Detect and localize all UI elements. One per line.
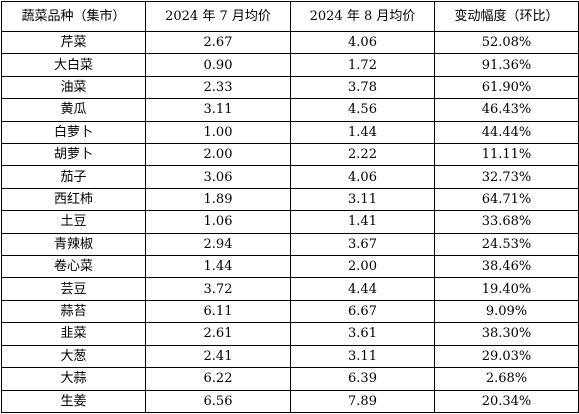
cell-july-price: 2.61: [145, 322, 291, 346]
table-row: 韭菜 2.61 3.61 38.30%: [1, 322, 579, 346]
cell-august-price: 4.06: [290, 30, 435, 55]
cell-august-price: 1.72: [290, 53, 435, 77]
table-row: 芹菜 2.67 4.06 52.08%: [1, 30, 579, 55]
cell-august-price: 2.22: [290, 143, 435, 167]
table-row: 生姜 6.56 7.89 20.34%: [1, 389, 579, 413]
cell-vegetable-name: 茄子: [1, 165, 146, 189]
cell-july-price: 1.44: [145, 255, 291, 279]
cell-change-rate: 64.71%: [434, 187, 579, 212]
cell-vegetable-name: 芹菜: [1, 30, 146, 55]
cell-vegetable-name: 韭菜: [1, 322, 146, 346]
table-row: 大葱 2.41 3.11 29.03%: [1, 344, 579, 369]
table-row: 大白菜 0.90 1.72 91.36%: [1, 53, 579, 77]
cell-july-price: 2.00: [145, 143, 291, 167]
cell-july-price: 1.00: [145, 120, 291, 145]
cell-change-rate: 20.34%: [434, 389, 579, 413]
cell-july-price: 2.94: [145, 232, 291, 257]
cell-august-price: 3.67: [290, 232, 435, 257]
cell-vegetable-name: 大葱: [1, 344, 146, 369]
cell-july-price: 6.22: [145, 367, 291, 391]
table-row: 卷心菜 1.44 2.00 38.46%: [1, 255, 579, 279]
table-header-row: 蔬菜品种（集市） 2024 年 7 月均价 2024 年 8 月均价 变动幅度（…: [1, 1, 579, 32]
cell-july-price: 3.06: [145, 165, 291, 189]
cell-july-price: 2.33: [145, 75, 291, 100]
cell-july-price: 6.56: [145, 389, 291, 413]
cell-vegetable-name: 大蒜: [1, 367, 146, 391]
cell-july-price: 6.11: [145, 299, 291, 324]
table-row: 大蒜 6.22 6.39 2.68%: [1, 367, 579, 391]
table-row: 胡萝卜 2.00 2.22 11.11%: [1, 143, 579, 167]
cell-july-price: 0.90: [145, 53, 291, 77]
table-row: 西红柿 1.89 3.11 64.71%: [1, 187, 579, 212]
cell-change-rate: 52.08%: [434, 30, 579, 55]
table-row: 油菜 2.33 3.78 61.90%: [1, 75, 579, 100]
cell-august-price: 4.56: [290, 98, 435, 122]
cell-change-rate: 11.11%: [434, 143, 579, 167]
cell-august-price: 3.11: [290, 187, 435, 212]
cell-august-price: 3.78: [290, 75, 435, 100]
cell-change-rate: 9.09%: [434, 299, 579, 324]
cell-change-rate: 29.03%: [434, 344, 579, 369]
cell-change-rate: 61.90%: [434, 75, 579, 100]
table-row: 黄瓜 3.11 4.56 46.43%: [1, 98, 579, 122]
cell-vegetable-name: 土豆: [1, 210, 146, 234]
cell-vegetable-name: 胡萝卜: [1, 143, 146, 167]
cell-vegetable-name: 蒜苔: [1, 299, 146, 324]
cell-change-rate: 91.36%: [434, 53, 579, 77]
table-row: 茄子 3.06 4.06 32.73%: [1, 165, 579, 189]
cell-change-rate: 32.73%: [434, 165, 579, 189]
cell-vegetable-name: 西红柿: [1, 187, 146, 212]
cell-change-rate: 38.46%: [434, 255, 579, 279]
cell-july-price: 1.89: [145, 187, 291, 212]
cell-change-rate: 46.43%: [434, 98, 579, 122]
cell-august-price: 1.41: [290, 210, 435, 234]
cell-vegetable-name: 芸豆: [1, 277, 146, 301]
cell-vegetable-name: 油菜: [1, 75, 146, 100]
cell-august-price: 7.89: [290, 389, 435, 413]
table-body: 芹菜 2.67 4.06 52.08% 大白菜 0.90 1.72 91.36% 油菜 2.33 3…: [1, 30, 579, 413]
header-vegetable-variety: 蔬菜品种（集市）: [1, 1, 146, 32]
cell-august-price: 1.44: [290, 120, 435, 145]
cell-change-rate: 33.68%: [434, 210, 579, 234]
table-row: 芸豆 3.72 4.44 19.40%: [1, 277, 579, 301]
cell-vegetable-name: 白萝卜: [1, 120, 146, 145]
cell-vegetable-name: 生姜: [1, 389, 146, 413]
cell-august-price: 6.67: [290, 299, 435, 324]
cell-change-rate: 2.68%: [434, 367, 579, 391]
cell-august-price: 3.11: [290, 344, 435, 369]
cell-august-price: 2.00: [290, 255, 435, 279]
cell-august-price: 4.44: [290, 277, 435, 301]
cell-vegetable-name: 青辣椒: [1, 232, 146, 257]
cell-august-price: 6.39: [290, 367, 435, 391]
cell-change-rate: 44.44%: [434, 120, 579, 145]
cell-july-price: 1.06: [145, 210, 291, 234]
header-july-avg-price: 2024 年 7 月均价: [145, 1, 291, 32]
cell-vegetable-name: 卷心菜: [1, 255, 146, 279]
cell-july-price: 3.72: [145, 277, 291, 301]
table-row: 土豆 1.06 1.41 33.68%: [1, 210, 579, 234]
header-august-avg-price: 2024 年 8 月均价: [290, 1, 435, 32]
cell-change-rate: 19.40%: [434, 277, 579, 301]
table-row: 青辣椒 2.94 3.67 24.53%: [1, 232, 579, 257]
table-row: 白萝卜 1.00 1.44 44.44%: [1, 120, 579, 145]
cell-august-price: 4.06: [290, 165, 435, 189]
cell-july-price: 3.11: [145, 98, 291, 122]
cell-august-price: 3.61: [290, 322, 435, 346]
cell-july-price: 2.41: [145, 344, 291, 369]
cell-vegetable-name: 大白菜: [1, 53, 146, 77]
cell-change-rate: 24.53%: [434, 232, 579, 257]
cell-change-rate: 38.30%: [434, 322, 579, 346]
cell-vegetable-name: 黄瓜: [1, 98, 146, 122]
header-change-rate: 变动幅度（环比）: [434, 1, 579, 32]
cell-july-price: 2.67: [145, 30, 291, 55]
table-row: 蒜苔 6.11 6.67 9.09%: [1, 299, 579, 324]
